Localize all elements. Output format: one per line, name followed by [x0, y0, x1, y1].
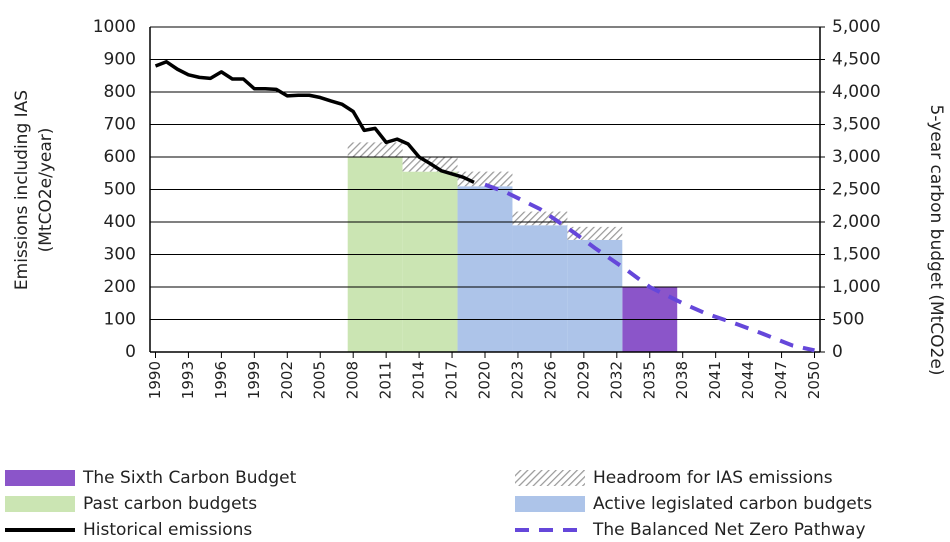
legend-label: Past carbon budgets [83, 494, 257, 514]
y-tick-label: 600 [104, 147, 136, 167]
y2-tick-label: 3,000 [832, 147, 881, 167]
line [484, 182, 815, 353]
x-tick-label: 2005 [311, 361, 329, 399]
legend-label: The Balanced Net Zero Pathway [592, 520, 866, 540]
y-tick-label: 200 [104, 277, 136, 297]
y2-tick-label: 4,500 [832, 50, 881, 70]
x-tick-label: 1993 [179, 361, 197, 399]
x-tick-label: 2032 [607, 361, 625, 399]
legend-swatch [515, 496, 585, 512]
legend-swatch [5, 470, 75, 486]
x-tick-label: 2002 [278, 361, 296, 399]
y2-tick-label: 2,500 [832, 180, 881, 200]
y2-tick-label: 500 [832, 310, 864, 330]
y-tick-label: 300 [104, 245, 136, 265]
y-tick-label: 400 [104, 212, 136, 232]
legend-label: The Sixth Carbon Budget [82, 468, 297, 488]
y2-tick-label: 3,500 [832, 115, 881, 135]
x-tick-label: 2044 [739, 361, 757, 399]
y-tick-label: 900 [104, 50, 136, 70]
x-tick-label: 2020 [476, 361, 494, 399]
x-tick-label: 1996 [212, 361, 230, 399]
x-tick-label: 1999 [245, 361, 263, 399]
y2-tick-label: 0 [832, 342, 843, 362]
x-tick-label: 2017 [443, 361, 461, 399]
x-tick-label: 2050 [805, 361, 823, 399]
y2-tick-label: 1,000 [832, 277, 881, 297]
bar [402, 171, 458, 352]
x-tick-label: 2035 [640, 361, 658, 399]
legend-label: Headroom for IAS emissions [593, 468, 833, 488]
x-tick-label: 2023 [508, 361, 526, 399]
bar [512, 225, 568, 352]
x-tick-label: 2047 [772, 361, 790, 399]
bar [567, 239, 623, 352]
x-tick-label: 2008 [344, 361, 362, 399]
legend-label: Historical emissions [83, 520, 252, 540]
x-tick-label: 2026 [541, 361, 559, 399]
y-tick-label: 100 [104, 310, 136, 330]
y2-tick-label: 1,500 [832, 245, 881, 265]
legend-swatch [5, 496, 75, 512]
y-tick-label: 1000 [93, 17, 136, 37]
y2-tick-label: 2,000 [832, 212, 881, 232]
y-tick-label: 700 [104, 115, 136, 135]
y-axis-title: (MtCO2e/year) [36, 128, 56, 253]
y2-tick-label: 5,000 [832, 17, 881, 37]
y-tick-label: 500 [104, 180, 136, 200]
y-axis-title: Emissions including IAS [12, 90, 32, 290]
y-tick-label: 800 [104, 82, 136, 102]
y-tick-label: 0 [125, 342, 136, 362]
line [154, 60, 475, 184]
x-tick-label: 2029 [574, 361, 592, 399]
legend-label: Active legislated carbon budgets [593, 494, 872, 514]
y2-axis-title: 5-year carbon budget (MtCO2e) [926, 105, 946, 376]
x-tick-label: 2041 [706, 361, 724, 399]
x-tick-label: 1990 [146, 361, 164, 399]
x-tick-label: 2011 [377, 361, 395, 399]
x-tick-label: 2014 [410, 361, 428, 399]
legend-swatch [515, 470, 585, 486]
y2-tick-label: 4,000 [832, 82, 881, 102]
bar [457, 186, 513, 352]
bar [347, 142, 403, 157]
x-tick-label: 2038 [673, 361, 691, 399]
